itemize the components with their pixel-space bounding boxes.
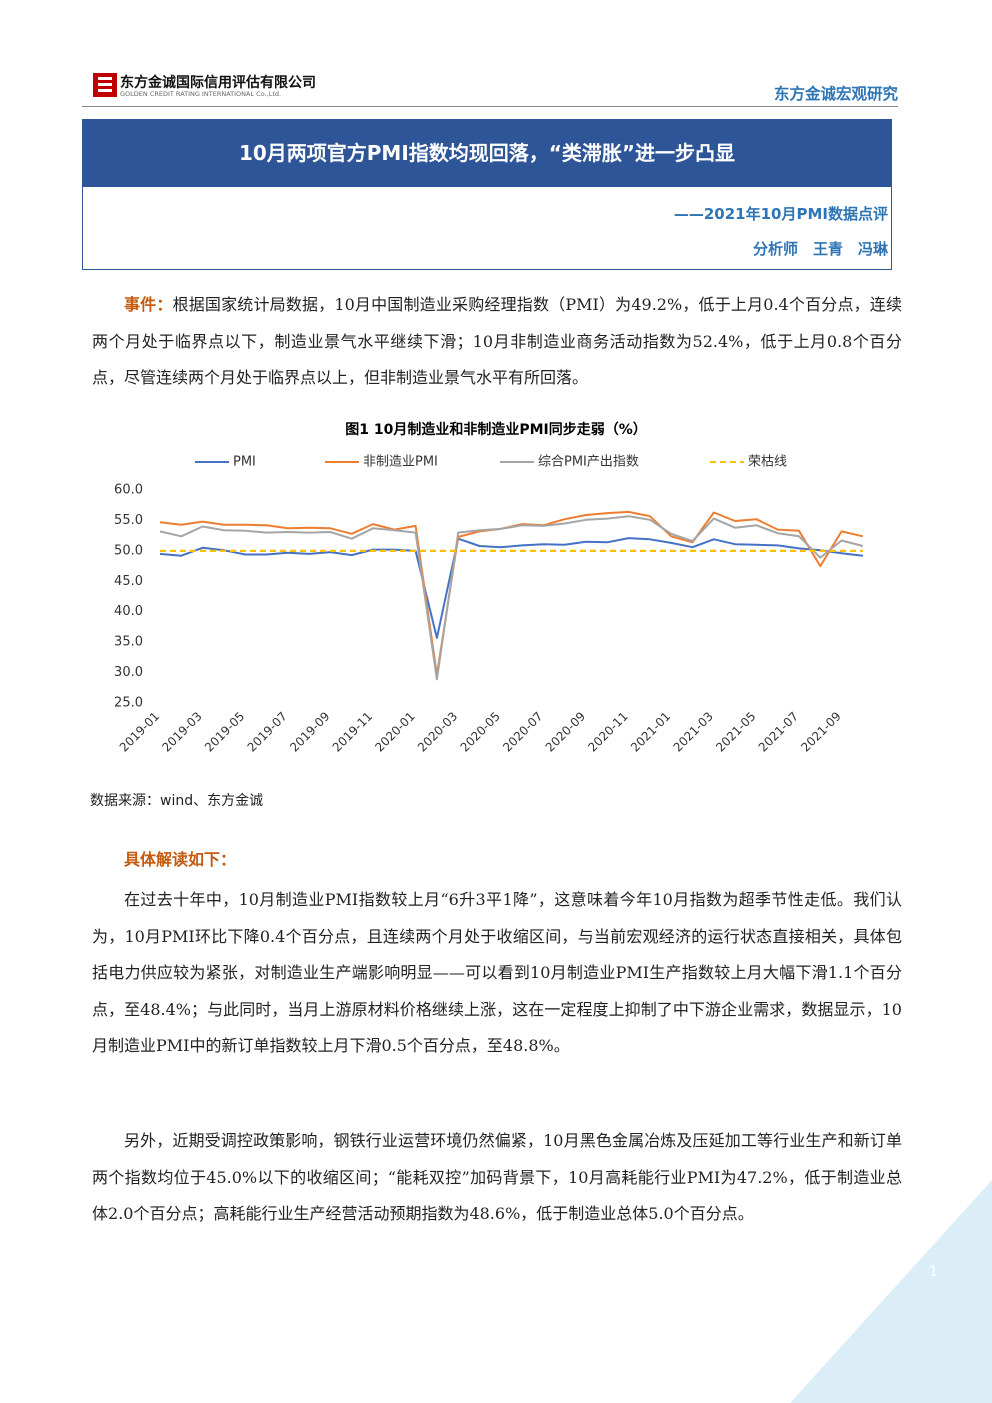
legend-label: 综合PMI产出指数: [538, 455, 639, 470]
legend-label: 非制造业PMI: [363, 455, 438, 470]
authors: 分析师 王青 冯琳: [752, 240, 888, 258]
header-rule: [82, 106, 898, 107]
chart-title: 图1 10月制造业和非制造业PMI同步走弱（%）: [345, 421, 647, 438]
event-lead: 事件：: [124, 295, 173, 314]
y-tick-label: 60.0: [114, 483, 143, 498]
y-tick-label: 50.0: [114, 543, 143, 558]
subtitle: ——2021年10月PMI数据点评: [673, 205, 888, 223]
paragraph: 另外，近期受调控政策影响，钢铁行业运营环境仍然偏紧，10月黑色金属冶炼及压延加工…: [92, 1131, 902, 1223]
y-tick-label: 40.0: [114, 604, 143, 619]
chart: 图1 10月制造业和非制造业PMI同步走弱（%） 25.0 30.0 35.0 40.…: [114, 421, 864, 755]
source: 数据来源：wind、东方金诚: [90, 793, 264, 809]
event-paragraph: 事件：根据国家统计局数据，10月中国制造业采购经理指数（PMI）为49.2%，低…: [92, 287, 902, 397]
event-text: 根据国家统计局数据，10月中国制造业采购经理指数（PMI）为49.2%，低于上月…: [92, 295, 902, 387]
y-tick-label: 35.0: [114, 635, 143, 650]
title: 10月两项官方PMI指数均现回落，“类滞胀”进一步凸显: [82, 119, 892, 187]
page-number: 1: [929, 1264, 938, 1280]
series-line: [159, 515, 864, 681]
y-tick-label: 45.0: [114, 574, 143, 589]
company-name-en: GOLDEN CREDIT RATING INTERNATIONAL Co.,L…: [120, 90, 282, 98]
paragraph: 在过去十年中，10月制造业PMI指数较上月“6升3平1降”，这意味着今年10月指…: [92, 890, 902, 1055]
y-tick-label: 55.0: [114, 513, 143, 528]
section-heading: 具体解读如下：: [124, 850, 237, 869]
company-name: 东方金诚国际信用评估有限公司: [120, 75, 316, 91]
legend-label: 荣枯线: [748, 455, 787, 470]
y-tick-label: 30.0: [114, 665, 143, 680]
logo-icon: [93, 73, 117, 97]
series-line: [159, 537, 864, 639]
y-tick-label: 25.0: [114, 696, 143, 711]
legend-label: PMI: [233, 455, 256, 470]
series-name: 东方金诚宏观研究: [773, 85, 898, 103]
